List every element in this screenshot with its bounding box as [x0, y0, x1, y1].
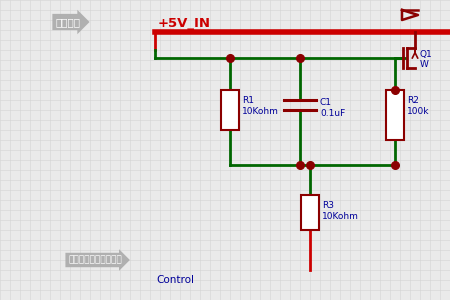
- Text: R1: R1: [242, 96, 254, 105]
- Text: 100k: 100k: [407, 107, 429, 116]
- Text: C1: C1: [320, 98, 332, 107]
- Bar: [221, 90, 239, 130]
- Text: 电源输入: 电源输入: [55, 17, 81, 27]
- Bar: [301, 195, 319, 230]
- Text: 输入信号控制电源开关: 输入信号控制电源开关: [68, 256, 122, 265]
- Text: 10Kohm: 10Kohm: [322, 212, 359, 221]
- Text: 0.1uF: 0.1uF: [320, 109, 345, 118]
- Text: Control: Control: [156, 275, 194, 285]
- Text: +5V_IN: +5V_IN: [158, 17, 211, 31]
- Bar: [386, 90, 404, 140]
- Text: 10Kohm: 10Kohm: [242, 107, 279, 116]
- Text: R3: R3: [322, 201, 334, 210]
- Text: Q1: Q1: [420, 50, 433, 59]
- Text: W: W: [420, 60, 429, 69]
- Text: R2: R2: [407, 96, 419, 105]
